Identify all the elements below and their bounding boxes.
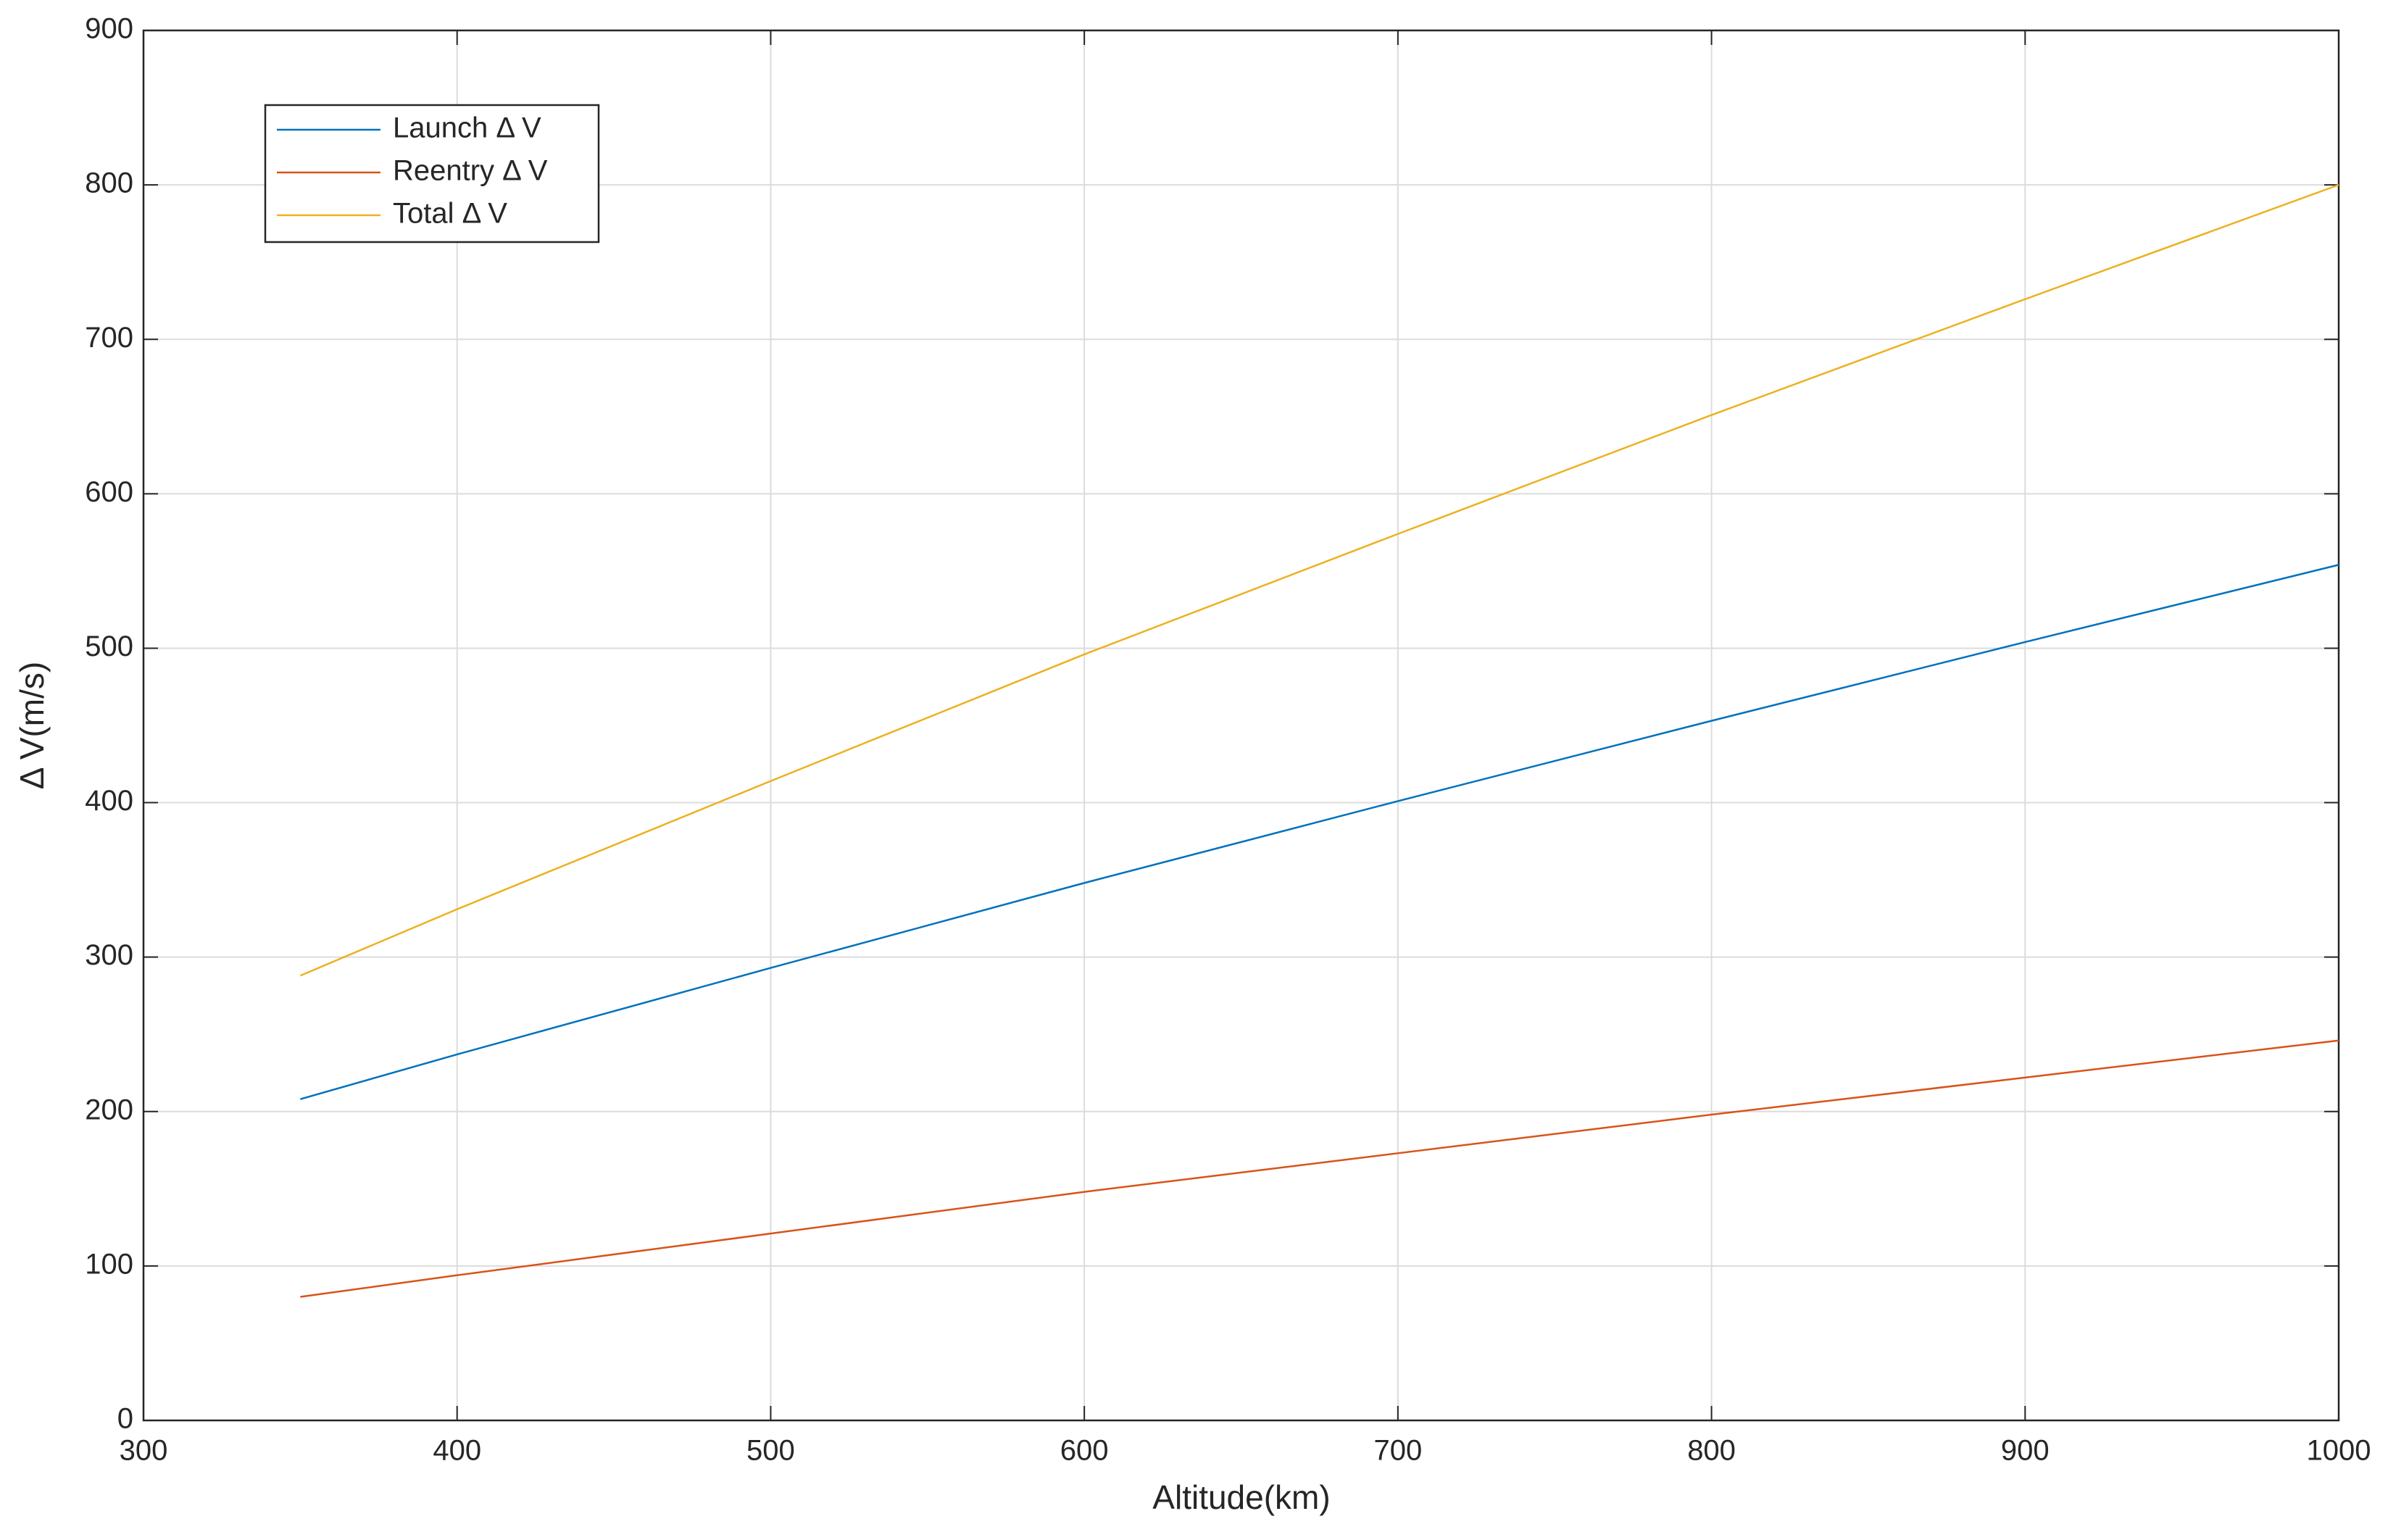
legend-label: Total Δ V	[393, 198, 507, 230]
data-line	[300, 564, 2339, 1100]
y-tick-label: 400	[85, 785, 133, 817]
y-tick-label: 300	[85, 939, 133, 971]
x-tick-label: 400	[433, 1435, 481, 1467]
y-tick-label: 0	[117, 1403, 133, 1435]
y-tick-label: 500	[85, 630, 133, 662]
x-tick-label: 700	[1373, 1435, 1422, 1467]
legend-label: Reentry Δ V	[393, 155, 548, 187]
x-tick-label: 800	[1687, 1435, 1736, 1467]
y-axis-label: Δ V(m/s)	[13, 662, 51, 789]
x-axis-label: Altitude(km)	[1152, 1478, 1330, 1516]
legend-label: Launch Δ V	[393, 112, 541, 144]
plot-frame	[142, 29, 2340, 1422]
x-tick-label: 300	[120, 1435, 168, 1467]
x-tick-label: 900	[2001, 1435, 2050, 1467]
y-tick-label: 100	[85, 1248, 133, 1280]
legend-box	[264, 104, 600, 244]
y-tick-label: 200	[85, 1094, 133, 1125]
data-line	[299, 183, 2339, 977]
y-tick-label: 700	[85, 322, 133, 354]
y-tick-label: 600	[85, 476, 133, 508]
data-line	[300, 1039, 2339, 1298]
y-tick-label: 900	[85, 13, 133, 45]
x-tick-label: 1000	[2307, 1435, 2371, 1467]
y-tick-label: 800	[85, 167, 133, 199]
x-tick-label: 600	[1060, 1435, 1109, 1467]
x-tick-label: 500	[746, 1435, 795, 1467]
